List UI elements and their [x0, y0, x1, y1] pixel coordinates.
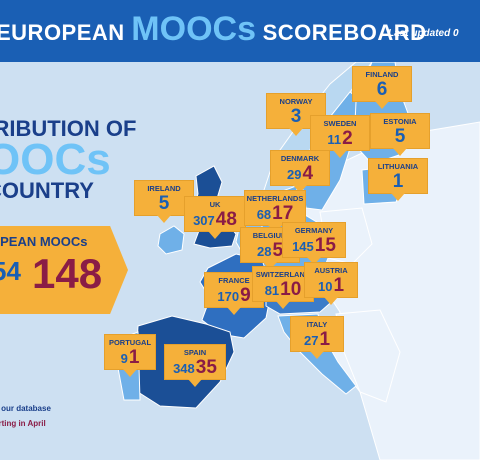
country-count: 6: [376, 79, 388, 100]
country-count-total: 145: [292, 239, 314, 254]
country-count: 5: [394, 126, 406, 147]
country-tag-lithuania: LITHUANIA 1: [368, 158, 428, 201]
country-count: 1: [392, 171, 404, 192]
country-count-total: 27: [303, 333, 319, 348]
region-balkans: [335, 309, 401, 403]
country-count-total: 11: [327, 132, 342, 147]
country-name: FRANCE: [218, 276, 250, 285]
country-name: GERMANY: [294, 226, 334, 235]
country-count-new: 1: [128, 347, 140, 368]
country-count-new: 1: [319, 329, 331, 350]
country-name: DENMARK: [280, 154, 320, 163]
heading-line-2: OOCs: [0, 135, 111, 184]
country-name: AUSTRIA: [314, 266, 348, 275]
country-tag-portugal: PORTUGAL 91: [104, 334, 156, 377]
country-tag-sweden: SWEDEN 112: [310, 115, 370, 158]
footer-note-april: arting in April: [0, 419, 46, 428]
country-tag-spain: SPAIN 34835: [164, 344, 226, 387]
country-count-new: 17: [272, 203, 294, 224]
country-tag-italy: ITALY 271: [290, 316, 344, 359]
country-name: SWITZERLAND: [255, 270, 311, 279]
last-updated-text: Last updated 0: [388, 28, 459, 39]
country-name: ESTONIA: [383, 117, 417, 126]
country-name: FINLAND: [365, 70, 399, 79]
title-emphasis: MOOCs: [131, 10, 256, 48]
country-count-new: 35: [195, 357, 217, 378]
country-tag-uk: UK 30748: [184, 196, 246, 239]
country-tag-netherlands: NETHERLANDS 6817: [244, 190, 306, 233]
country-name: NORWAY: [279, 97, 313, 106]
country-tag-austria: AUSTRIA 101: [304, 262, 358, 305]
country-name: PORTUGAL: [108, 338, 152, 347]
country-name: ITALY: [306, 320, 328, 329]
header-bar: EUROPEAN MOOCs SCOREBOARD Last updated 0: [0, 0, 480, 62]
country-count-total: 29: [286, 167, 302, 182]
country-count-new: 9: [240, 285, 251, 306]
country-count: 3: [290, 106, 302, 127]
country-name: SPAIN: [183, 348, 207, 357]
country-count-total: 348: [173, 361, 195, 376]
country-count-total: 170: [217, 289, 240, 304]
country-name: IRELAND: [147, 184, 181, 193]
country-count-new: 5: [272, 240, 284, 261]
country-name: BELGIUM: [252, 231, 288, 240]
country-count-total: 10: [317, 279, 333, 294]
country-count-total: 9: [120, 351, 128, 366]
country-count-total: 68: [256, 207, 272, 222]
region-ireland: [157, 225, 185, 255]
country-name: UK: [209, 200, 221, 209]
total-moocs-banner: OPEAN MOOCs 54 148: [0, 226, 128, 314]
country-tag-denmark: DENMARK 294: [270, 150, 330, 193]
country-count-new: 1: [333, 275, 345, 296]
country-name: SWEDEN: [323, 119, 357, 128]
heading-line-1: TRIBUTION OF: [0, 116, 137, 141]
country-count-new: 2: [342, 128, 353, 149]
country-name: LITHUANIA: [377, 162, 419, 171]
country-tag-finland: FINLAND 6: [352, 66, 412, 109]
country-tag-estonia: ESTONIA 5: [370, 113, 430, 156]
heading-line-3: COUNTRY: [0, 178, 94, 203]
page-title: EUROPEAN MOOCs SCOREBOARD: [0, 10, 427, 49]
map-heading: TRIBUTION OF OOCs COUNTRY: [0, 118, 136, 202]
footer-note-database: n our database: [0, 404, 51, 413]
country-count-total: 28: [256, 244, 272, 259]
country-count-new: 4: [302, 163, 314, 184]
total-new-value: 148: [32, 250, 103, 297]
country-tag-germany: GERMANY 14515: [282, 222, 346, 265]
title-suffix: SCOREBOARD: [255, 20, 427, 45]
country-count-new: 15: [314, 235, 336, 256]
country-name: NETHERLANDS: [246, 194, 304, 203]
country-count-new: 48: [215, 209, 237, 230]
country-count: 5: [158, 193, 170, 214]
country-count-new: 10: [280, 279, 302, 300]
country-count-total: 81: [264, 283, 280, 298]
total-old-value: 54: [0, 256, 21, 286]
total-label: OPEAN MOOCs: [0, 234, 88, 249]
country-count-total: 307: [193, 213, 215, 228]
title-prefix: EUROPEAN: [0, 20, 132, 45]
